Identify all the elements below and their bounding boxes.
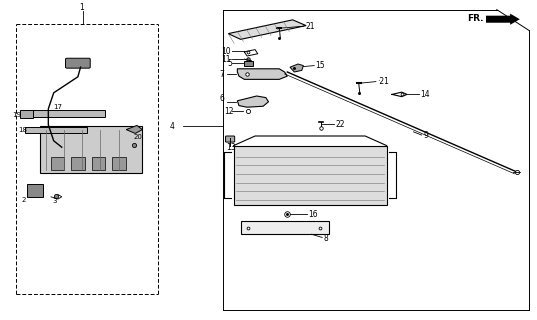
Text: 3: 3 (53, 198, 57, 204)
FancyBboxPatch shape (66, 58, 90, 68)
Text: FR.: FR. (467, 14, 483, 23)
Bar (244, 61, 253, 66)
Polygon shape (126, 125, 142, 133)
Text: 20: 20 (133, 134, 142, 140)
Text: 13: 13 (227, 143, 236, 152)
Text: 22: 22 (335, 120, 345, 129)
Text: 9: 9 (423, 131, 428, 140)
Bar (112, 157, 126, 170)
Bar (241, 221, 329, 234)
Polygon shape (237, 96, 268, 107)
Text: 19: 19 (12, 112, 21, 118)
Bar (25, 127, 87, 133)
Text: 15: 15 (315, 61, 325, 70)
Bar (51, 157, 64, 170)
Text: 8: 8 (323, 234, 328, 243)
FancyBboxPatch shape (226, 136, 235, 142)
Bar (20, 110, 33, 118)
Polygon shape (290, 64, 303, 72)
Text: 1: 1 (79, 4, 84, 12)
Text: 5: 5 (228, 59, 233, 68)
Bar (71, 157, 85, 170)
Bar (40, 126, 142, 173)
Text: 12: 12 (224, 107, 234, 116)
Bar (30, 110, 105, 117)
FancyArrow shape (486, 14, 520, 25)
Text: 7: 7 (219, 70, 224, 79)
Bar (234, 146, 387, 205)
Polygon shape (228, 20, 306, 39)
Text: 6: 6 (219, 94, 224, 103)
Text: 18: 18 (18, 127, 27, 133)
Text: 11: 11 (221, 55, 231, 64)
Text: 2: 2 (21, 197, 26, 203)
Text: 4: 4 (170, 122, 175, 131)
Text: ·21: ·21 (377, 77, 389, 86)
Text: 16: 16 (308, 210, 318, 219)
Polygon shape (237, 69, 287, 79)
Text: 14: 14 (420, 90, 430, 99)
Text: 21: 21 (305, 22, 315, 31)
Bar (92, 157, 105, 170)
Text: 10: 10 (221, 47, 231, 56)
Bar (27, 184, 43, 197)
Text: 17: 17 (54, 104, 63, 110)
